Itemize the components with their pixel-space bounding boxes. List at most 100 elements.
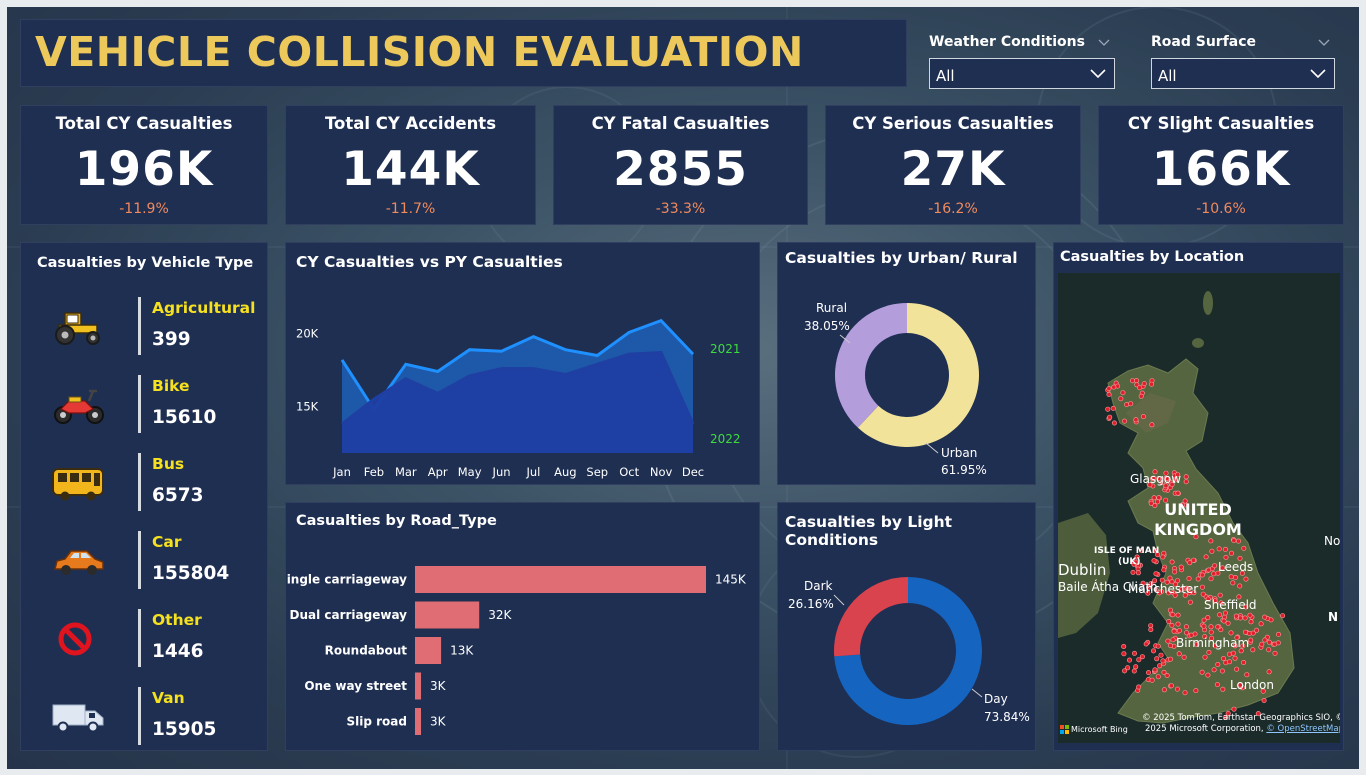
map-marker[interactable] [1182,592,1188,598]
chevron-down-icon[interactable] [1317,36,1331,50]
map-marker[interactable] [1187,599,1193,605]
map-marker[interactable] [1154,656,1160,662]
map-marker[interactable] [1212,563,1218,569]
map-marker[interactable] [1185,586,1191,592]
map-marker[interactable] [1141,381,1147,387]
map-marker[interactable] [1160,554,1166,560]
map-marker[interactable] [1168,643,1174,649]
map-marker[interactable] [1250,630,1256,636]
map-marker[interactable] [1155,499,1161,505]
map-marker[interactable] [1261,697,1267,703]
road-surface-dropdown[interactable]: All [1151,58,1335,89]
map-marker[interactable] [1247,612,1253,618]
map-marker[interactable] [1174,686,1180,692]
map-marker[interactable] [1266,669,1272,675]
map-marker[interactable] [1121,651,1127,657]
uk-map[interactable]: UNITED KINGDOM Glasgow ISLE OF MAN (UK) … [1058,273,1340,743]
map-marker[interactable] [1170,612,1176,618]
map-marker[interactable] [1172,569,1178,575]
map-marker[interactable] [1163,470,1169,476]
map-marker[interactable] [1169,579,1175,585]
map-marker[interactable] [1258,621,1264,627]
map-marker[interactable] [1172,477,1178,483]
map-marker[interactable] [1168,683,1174,689]
map-marker[interactable] [1223,554,1229,560]
map-marker[interactable] [1232,655,1238,661]
map-marker[interactable] [1147,482,1153,488]
map-marker[interactable] [1241,659,1247,665]
map-marker[interactable] [1133,664,1139,670]
map-marker[interactable] [1140,580,1146,586]
map-marker[interactable] [1151,495,1157,501]
map-marker[interactable] [1248,637,1254,643]
map-marker[interactable] [1243,576,1249,582]
map-marker[interactable] [1169,622,1175,628]
map-marker[interactable] [1159,480,1165,486]
map-marker[interactable] [1195,576,1201,582]
map-marker[interactable] [1262,614,1268,620]
map-marker[interactable] [1208,538,1214,544]
map-marker[interactable] [1276,631,1282,637]
map-marker[interactable] [1222,546,1228,552]
map-marker[interactable] [1161,669,1167,675]
map-marker[interactable] [1110,405,1116,411]
map-marker[interactable] [1225,710,1231,716]
map-marker[interactable] [1217,612,1223,618]
map-marker[interactable] [1202,654,1208,660]
map-marker[interactable] [1176,651,1182,657]
map-marker[interactable] [1194,641,1200,647]
map-marker[interactable] [1178,564,1184,570]
map-marker[interactable] [1184,630,1190,636]
map-marker[interactable] [1164,579,1170,585]
map-marker[interactable] [1260,688,1266,694]
map-canvas[interactable]: UNITED KINGDOM Glasgow ISLE OF MAN (UK) … [1058,273,1340,743]
map-marker[interactable] [1159,577,1165,583]
map-marker[interactable] [1149,381,1155,387]
map-marker[interactable] [1166,618,1172,624]
map-marker[interactable] [1199,584,1205,590]
map-marker[interactable] [1156,476,1162,482]
map-marker[interactable] [1136,684,1142,690]
map-marker[interactable] [1188,632,1194,638]
map-marker[interactable] [1209,548,1215,554]
map-marker[interactable] [1228,630,1234,636]
map-marker[interactable] [1208,624,1214,630]
map-marker[interactable] [1146,584,1152,590]
map-marker[interactable] [1254,627,1260,633]
map-marker[interactable] [1236,538,1242,544]
map-marker[interactable] [1239,570,1245,576]
map-marker[interactable] [1151,558,1157,564]
map-marker[interactable] [1211,667,1217,673]
map-marker[interactable] [1202,634,1208,640]
openstreetmap-link[interactable]: © OpenStreetMap [1266,724,1340,734]
map-marker[interactable] [1212,598,1218,604]
map-marker[interactable] [1205,615,1211,621]
map-marker[interactable] [1216,546,1222,552]
map-marker[interactable] [1132,650,1138,656]
map-marker[interactable] [1178,587,1184,593]
map-marker[interactable] [1182,498,1188,504]
road-surface-slicer[interactable]: Road Surface All [1151,34,1335,89]
map-marker[interactable] [1225,620,1231,626]
map-marker[interactable] [1169,559,1175,565]
map-marker[interactable] [1259,641,1265,647]
map-marker[interactable] [1152,503,1158,509]
map-marker[interactable] [1244,672,1250,678]
map-marker[interactable] [1171,628,1177,634]
map-marker[interactable] [1138,548,1144,554]
chevron-down-icon[interactable] [1097,36,1111,50]
map-marker[interactable] [1262,637,1268,643]
map-marker[interactable] [1137,385,1143,391]
map-marker[interactable] [1152,667,1158,673]
map-marker[interactable] [1193,534,1199,540]
map-marker[interactable] [1127,657,1133,663]
map-marker[interactable] [1149,677,1155,683]
map-marker[interactable] [1266,639,1272,645]
map-marker[interactable] [1182,690,1188,696]
map-marker[interactable] [1187,560,1193,566]
map-marker[interactable] [1183,479,1189,485]
map-marker[interactable] [1218,600,1224,606]
map-marker[interactable] [1172,581,1178,587]
map-marker[interactable] [1219,668,1225,674]
map-marker[interactable] [1230,580,1236,586]
